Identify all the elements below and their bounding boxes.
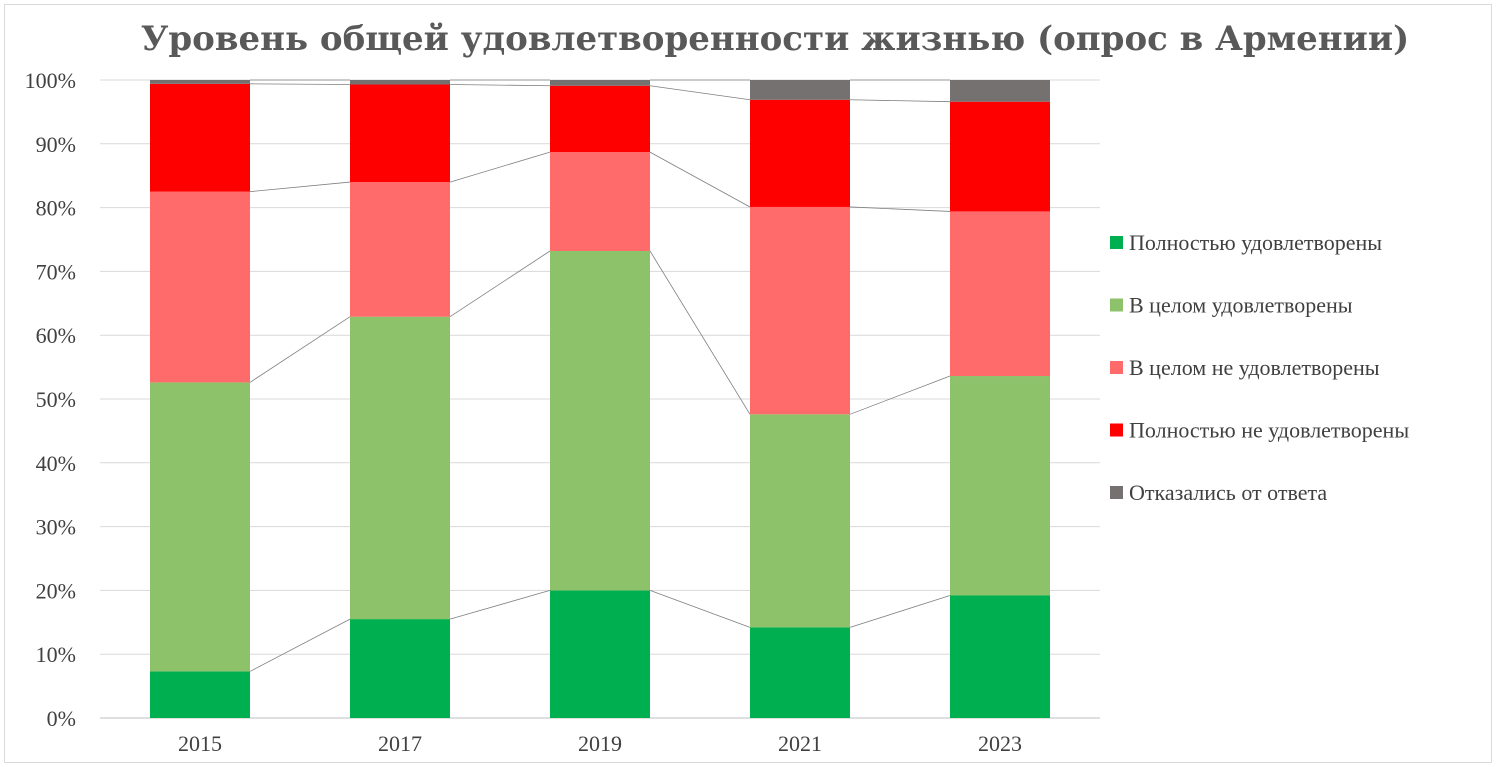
y-tick-label: 100% xyxy=(25,68,76,93)
bar-segment xyxy=(350,84,450,183)
chart-frame xyxy=(4,4,1492,763)
legend-label: В целом не удовлетворены xyxy=(1129,355,1380,380)
bar-segment xyxy=(150,83,250,192)
legend-swatch xyxy=(1110,486,1123,499)
bar-segment xyxy=(550,85,650,153)
x-tick-label: 2019 xyxy=(578,731,622,756)
x-tick-label: 2017 xyxy=(378,731,422,756)
bar-segment xyxy=(950,595,1050,718)
legend-label: Полностью удовлетворены xyxy=(1129,230,1382,255)
series-line xyxy=(449,250,551,318)
legend-label: В целом удовлетворены xyxy=(1129,293,1353,318)
legend-swatch xyxy=(1110,423,1123,437)
bar-segment xyxy=(350,182,450,317)
bar-segment xyxy=(950,80,1050,102)
y-tick-label: 30% xyxy=(36,515,76,540)
bar-segment xyxy=(750,99,850,207)
series-line xyxy=(649,250,751,415)
y-tick-label: 80% xyxy=(36,196,76,221)
series-line xyxy=(449,151,551,183)
series-line xyxy=(249,316,351,383)
y-tick-label: 50% xyxy=(36,387,76,412)
series-line xyxy=(849,595,951,628)
y-tick-label: 90% xyxy=(36,132,76,157)
bar-segment xyxy=(550,152,650,251)
y-tick-label: 70% xyxy=(36,259,76,284)
bar-segment xyxy=(150,382,250,672)
legend: Полностью удовлетворены В целом удовлетво… xyxy=(1110,230,1409,505)
bar-segment xyxy=(350,619,450,718)
series-line xyxy=(649,151,751,208)
y-axis: 0% 10% 20% 30% 40% 50% 60% 70% 80% 90% 100% xyxy=(25,68,76,731)
bar-segment xyxy=(550,250,650,591)
bar-segment xyxy=(550,80,650,86)
bar-segment xyxy=(950,101,1050,212)
chart-title: Уровень общей удовлетворенности жизнью (… xyxy=(141,19,1409,59)
bar-segment xyxy=(150,671,250,718)
bar-segment xyxy=(150,80,250,84)
y-tick-label: 10% xyxy=(36,642,76,667)
bar-segment xyxy=(750,206,850,415)
series-line xyxy=(849,375,951,415)
y-tick-label: 40% xyxy=(36,451,76,476)
y-tick-label: 60% xyxy=(36,323,76,348)
bar-segment xyxy=(750,414,850,628)
bar-segment xyxy=(750,80,850,100)
series-line xyxy=(849,206,951,212)
x-axis: 2015 2017 2019 2021 2023 xyxy=(178,731,1022,756)
series-line xyxy=(249,618,351,672)
bar-segment xyxy=(750,627,850,718)
legend-swatch xyxy=(1110,298,1123,312)
series-line xyxy=(449,84,551,87)
bar-segment xyxy=(350,80,450,85)
series-line xyxy=(249,181,351,193)
y-tick-label: 20% xyxy=(36,578,76,603)
legend-label: Отказались от ответа xyxy=(1129,480,1327,505)
legend-swatch xyxy=(1110,361,1123,374)
series-line xyxy=(449,590,551,620)
x-tick-label: 2015 xyxy=(178,731,222,756)
bar-segment xyxy=(550,590,650,718)
series-connector-lines xyxy=(249,79,951,672)
series-line xyxy=(649,590,751,628)
series-line xyxy=(249,83,351,85)
legend-label: Полностью не удовлетворены xyxy=(1129,418,1409,443)
series-line xyxy=(649,85,751,101)
bar-segment xyxy=(950,376,1050,596)
legend-swatch xyxy=(1110,236,1123,249)
y-tick-label: 0% xyxy=(47,706,76,731)
series-line xyxy=(849,99,951,103)
bar-segment xyxy=(950,211,1050,377)
x-tick-label: 2021 xyxy=(778,731,822,756)
bars xyxy=(150,80,1050,718)
bar-segment xyxy=(350,316,450,620)
bar-segment xyxy=(150,191,250,383)
x-tick-label: 2023 xyxy=(978,731,1022,756)
